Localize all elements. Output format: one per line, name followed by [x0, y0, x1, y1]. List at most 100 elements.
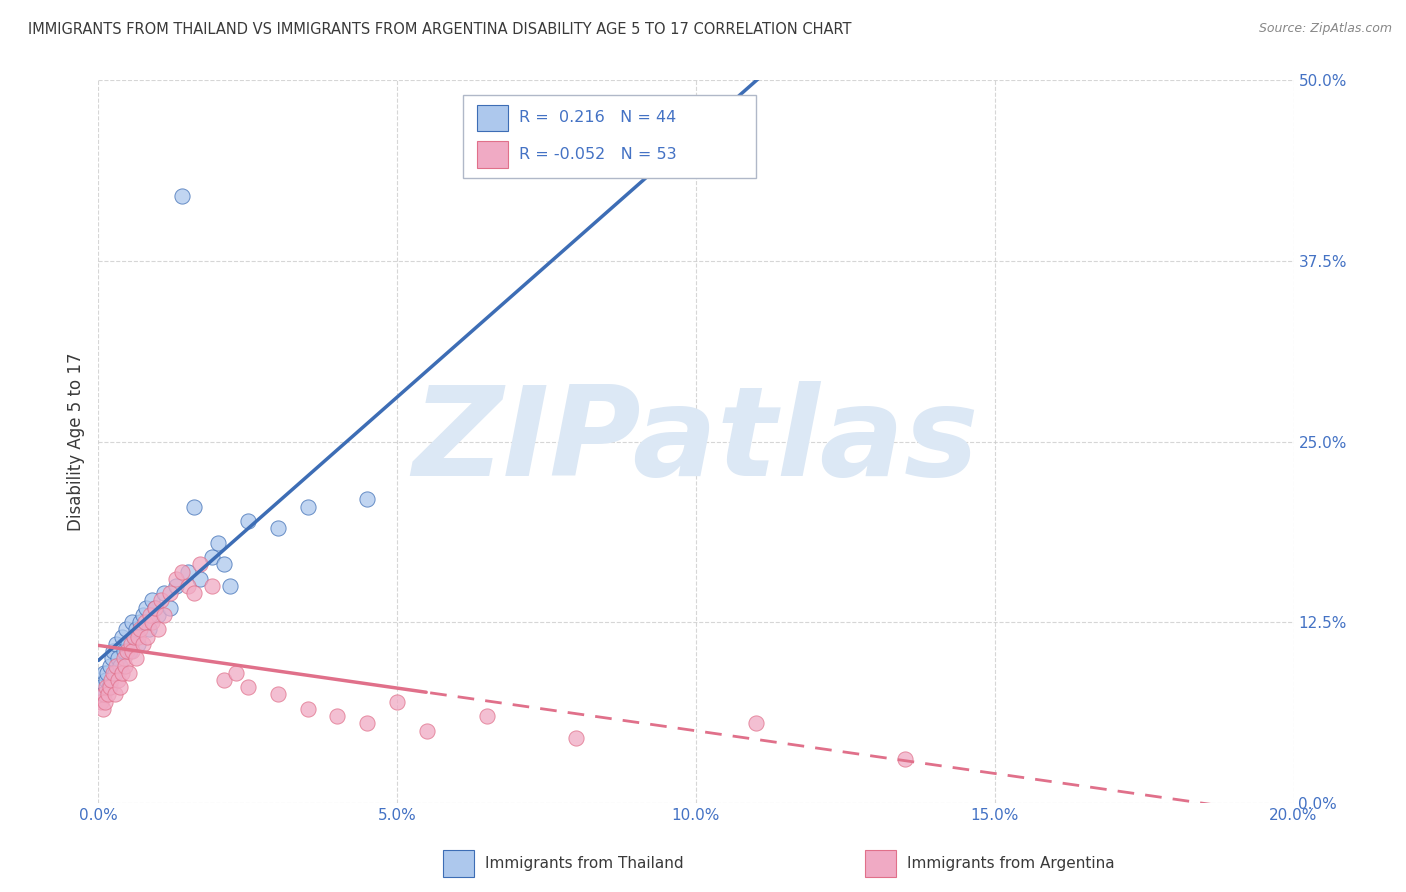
Point — [98, 680, 121, 694]
Point — [117, 637, 139, 651]
Point — [91, 687, 114, 701]
Point — [165, 579, 187, 593]
Text: Source: ZipAtlas.com: Source: ZipAtlas.com — [1258, 22, 1392, 36]
Point — [139, 607, 162, 622]
Point — [148, 607, 170, 622]
Point — [129, 615, 152, 630]
Point — [108, 658, 131, 673]
Point — [111, 665, 134, 680]
Point — [138, 623, 160, 637]
Point — [96, 680, 118, 694]
Point — [121, 615, 143, 630]
Point — [96, 665, 118, 680]
Point — [107, 673, 129, 687]
Point — [201, 550, 224, 565]
Text: Immigrants from Argentina: Immigrants from Argentina — [907, 856, 1115, 871]
Point — [188, 558, 211, 572]
Point — [385, 695, 409, 709]
Point — [132, 607, 155, 622]
Point — [183, 586, 205, 600]
Point — [125, 623, 148, 637]
Point — [118, 665, 141, 680]
Point — [150, 593, 173, 607]
Point — [153, 607, 176, 622]
Point — [112, 651, 135, 665]
Point — [108, 680, 131, 694]
Point — [416, 723, 439, 738]
Point — [127, 630, 149, 644]
Point — [107, 651, 129, 665]
Point — [565, 731, 588, 745]
Point — [326, 709, 349, 723]
Point — [165, 572, 187, 586]
Point — [115, 644, 138, 658]
Point — [112, 644, 135, 658]
Point — [98, 680, 121, 694]
Point — [90, 680, 112, 694]
Point — [177, 565, 200, 579]
Point — [120, 637, 142, 651]
Point — [134, 615, 156, 630]
Point — [356, 716, 378, 731]
Point — [105, 637, 128, 651]
Point — [103, 687, 125, 701]
Point — [121, 644, 143, 658]
Point — [111, 630, 134, 644]
Point — [475, 709, 498, 723]
Point — [105, 658, 128, 673]
Point — [177, 579, 200, 593]
Point — [159, 586, 181, 600]
Point — [183, 500, 205, 514]
Y-axis label: Disability Age 5 to 17: Disability Age 5 to 17 — [67, 352, 86, 531]
Text: Immigrants from Thailand: Immigrants from Thailand — [485, 856, 683, 871]
Point — [129, 623, 152, 637]
Point — [356, 492, 378, 507]
Text: R =  0.216   N = 44: R = 0.216 N = 44 — [519, 111, 676, 126]
Point — [212, 558, 235, 572]
Point — [120, 644, 142, 658]
Point — [127, 637, 149, 651]
Point — [93, 687, 115, 701]
Point — [114, 658, 136, 673]
Point — [90, 695, 112, 709]
Point — [172, 189, 194, 203]
Point — [236, 680, 259, 694]
Point — [141, 615, 163, 630]
Text: IMMIGRANTS FROM THAILAND VS IMMIGRANTS FROM ARGENTINA DISABILITY AGE 5 TO 17 COR: IMMIGRANTS FROM THAILAND VS IMMIGRANTS F… — [28, 22, 852, 37]
Point — [104, 665, 127, 680]
Point — [267, 687, 290, 701]
Point — [91, 702, 114, 716]
Point — [148, 623, 170, 637]
Point — [172, 565, 194, 579]
Point — [159, 600, 181, 615]
Point — [124, 630, 146, 644]
Point — [94, 695, 117, 709]
Point — [135, 600, 157, 615]
Point — [141, 593, 163, 607]
Point — [207, 535, 229, 549]
Point — [153, 586, 176, 600]
Point — [188, 572, 211, 586]
Point — [267, 521, 290, 535]
Point — [894, 752, 917, 766]
Point — [745, 716, 768, 731]
Point — [94, 673, 117, 687]
Point — [201, 579, 224, 593]
Point — [225, 665, 247, 680]
Point — [103, 644, 125, 658]
Point — [212, 673, 235, 687]
Point — [125, 651, 148, 665]
Point — [98, 658, 122, 673]
Point — [93, 665, 115, 680]
Point — [236, 514, 259, 528]
Point — [101, 665, 124, 680]
Point — [219, 579, 242, 593]
Text: ZIPatlas: ZIPatlas — [413, 381, 979, 502]
Point — [97, 687, 120, 701]
Point — [131, 637, 153, 651]
Point — [143, 600, 166, 615]
Point — [297, 702, 319, 716]
Point — [100, 651, 122, 665]
Point — [143, 600, 166, 615]
Point — [297, 500, 319, 514]
